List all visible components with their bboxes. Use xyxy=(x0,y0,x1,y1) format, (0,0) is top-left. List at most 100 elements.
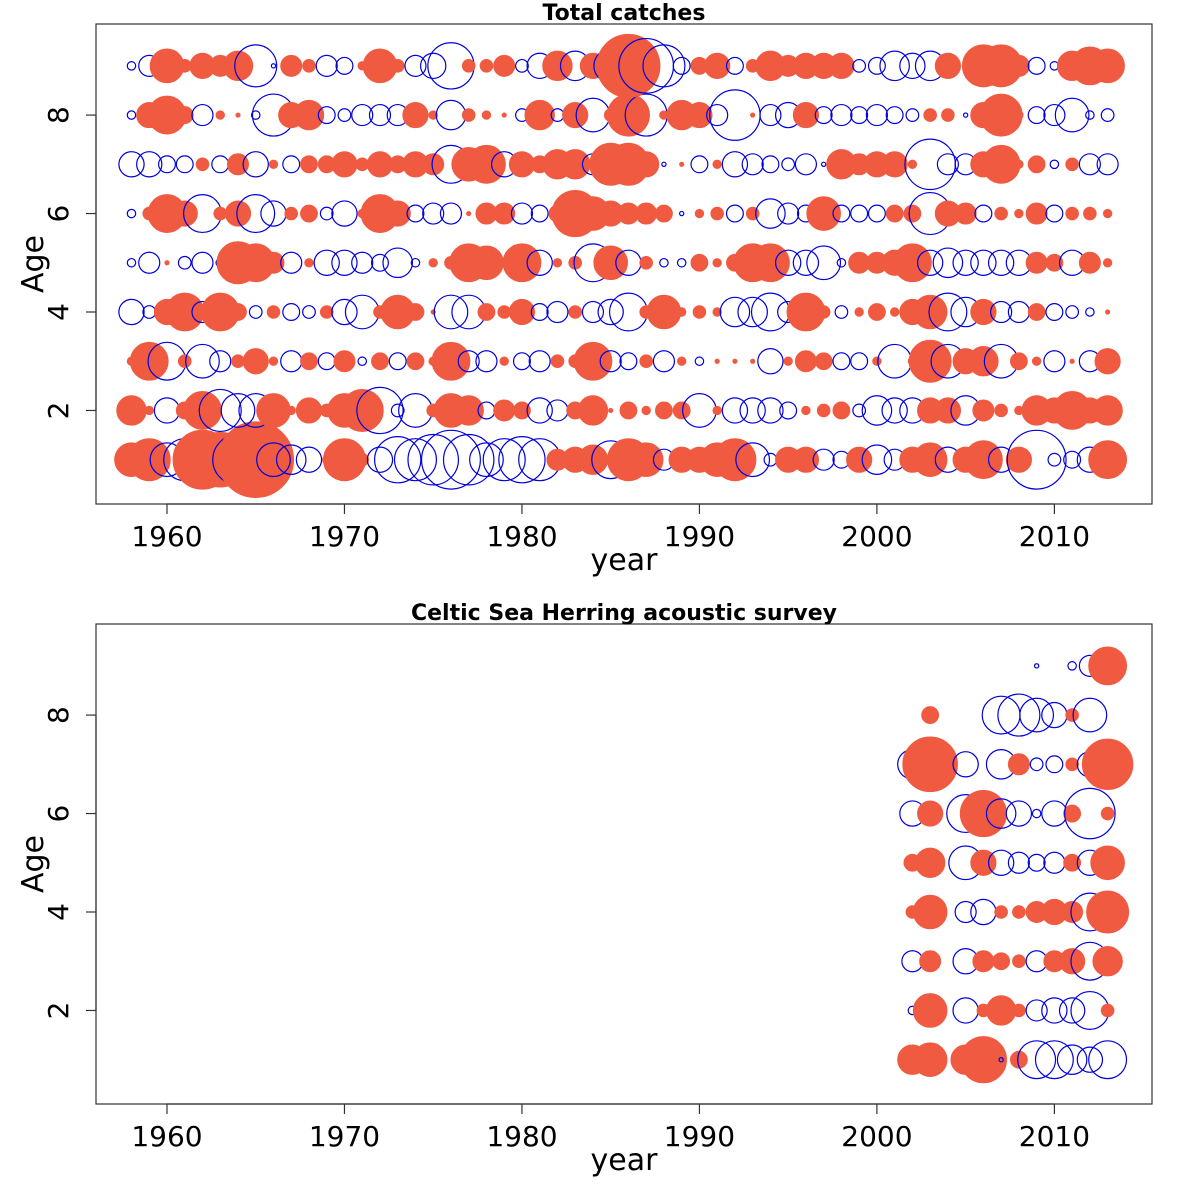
residual-bubble xyxy=(1088,646,1128,686)
residual-bubble xyxy=(526,249,553,276)
residual-bubble xyxy=(712,405,722,416)
residual-bubble xyxy=(832,204,851,223)
residual-bubble xyxy=(834,305,849,319)
residual-bubble xyxy=(266,305,281,319)
residual-bubble xyxy=(530,303,549,322)
residual-bubble xyxy=(171,200,198,227)
residual-bubble xyxy=(916,249,944,276)
residual-bubble xyxy=(559,149,591,180)
residual-bubble xyxy=(475,350,498,373)
residual-bubble xyxy=(725,204,744,223)
residual-bubble xyxy=(355,452,370,467)
residual-bubble xyxy=(390,403,405,418)
residual-bubble xyxy=(755,198,786,229)
residual-bubble xyxy=(439,202,463,225)
residual-bubble xyxy=(577,395,609,426)
residual-bubble xyxy=(885,106,904,125)
residual-bubble xyxy=(1096,153,1119,176)
residual-bubble xyxy=(1064,787,1116,840)
residual-bubble xyxy=(759,103,782,127)
residual-bubble xyxy=(295,397,323,424)
residual-bubble xyxy=(794,153,818,176)
residual-bubble xyxy=(686,101,713,129)
residual-bubble xyxy=(118,151,145,178)
residual-bubble xyxy=(268,159,279,170)
residual-bubble xyxy=(568,305,582,319)
residual-bubble xyxy=(968,346,999,377)
x-tick-label: 2000 xyxy=(841,1120,912,1153)
residual-bubble xyxy=(952,249,979,276)
residual-bubble xyxy=(142,305,157,319)
residual-bubble xyxy=(850,204,869,223)
residual-bubble xyxy=(1045,303,1064,322)
x-tick-label: 1960 xyxy=(131,1120,202,1153)
residual-bubble xyxy=(914,847,946,878)
residual-bubble xyxy=(985,995,1017,1026)
residual-bubble xyxy=(126,257,137,268)
residual-bubble xyxy=(1007,54,1030,77)
y-axis: 2 4 6 8 xyxy=(42,106,97,420)
y-tick-label: 2 xyxy=(42,402,75,420)
residual-bubble xyxy=(191,103,214,127)
x-axis-title: year xyxy=(591,1143,659,1178)
residual-bubble xyxy=(642,44,686,88)
residual-bubble xyxy=(331,298,358,326)
residual-bubble xyxy=(704,52,731,79)
y-tick-label: 2 xyxy=(42,1002,75,1020)
residual-bubble xyxy=(250,110,261,120)
residual-bubble xyxy=(1012,954,1026,969)
residual-bubble xyxy=(293,99,325,131)
residual-bubble xyxy=(1006,429,1067,490)
residual-bubble xyxy=(792,101,820,129)
residual-bubble xyxy=(331,249,358,276)
residual-bubble xyxy=(881,151,908,178)
y-axis: 2 4 6 8 xyxy=(42,706,97,1020)
residual-bubble xyxy=(482,438,526,482)
x-tick-label: 1990 xyxy=(664,1120,735,1153)
residual-bubble xyxy=(1063,804,1082,823)
residual-bubble xyxy=(508,151,536,178)
residual-bubble xyxy=(713,438,757,482)
residual-bubble xyxy=(1072,697,1108,733)
residual-bubble xyxy=(1043,851,1066,874)
residual-bubble xyxy=(384,200,411,227)
residual-bubble xyxy=(972,950,995,973)
residual-bubble xyxy=(404,54,427,77)
residual-bubble xyxy=(794,350,817,373)
residual-bubble xyxy=(562,101,589,129)
residual-bubble xyxy=(428,110,438,120)
residual-bubble xyxy=(1069,358,1075,364)
residual-bubble xyxy=(368,103,392,127)
residual-bubble xyxy=(846,446,873,473)
residual-bubble xyxy=(1009,352,1028,371)
residual-bubble xyxy=(366,151,394,178)
residual-bubble xyxy=(129,341,169,381)
residual-bubble xyxy=(893,243,932,283)
residual-bubble xyxy=(850,106,869,125)
residual-bubble xyxy=(832,401,851,420)
residual-bubble xyxy=(777,202,800,225)
residual-bubble xyxy=(1092,395,1123,426)
residual-bubble xyxy=(981,695,1021,735)
residual-bubble xyxy=(242,151,269,178)
residual-bubble xyxy=(138,251,161,274)
residual-bubble xyxy=(370,253,389,272)
residual-bubble xyxy=(300,204,318,223)
residual-bubble xyxy=(493,54,516,77)
residual-bubble xyxy=(499,356,509,366)
residual-bubble xyxy=(712,307,722,317)
residual-bubble xyxy=(209,350,232,373)
residual-bubble xyxy=(814,106,833,125)
residual-bubble xyxy=(313,249,340,276)
residual-bubble xyxy=(198,388,242,433)
residual-bubble xyxy=(390,59,405,73)
residual-bubble xyxy=(164,260,170,266)
residual-bubble xyxy=(1045,755,1064,774)
residual-bubble xyxy=(371,352,389,371)
residual-bubble xyxy=(639,255,653,270)
residual-bubble xyxy=(997,693,1041,737)
x-axis: 1960 1970 1980 1990 2000 2010 xyxy=(131,503,1090,553)
residual-bubble xyxy=(410,257,421,268)
residual-bubble xyxy=(1027,56,1046,75)
